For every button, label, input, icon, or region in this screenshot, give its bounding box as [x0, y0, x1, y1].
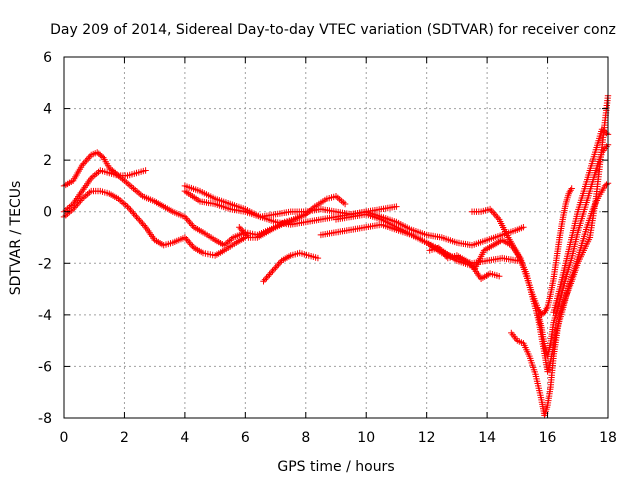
data-point: [393, 203, 400, 210]
series-track-7: [260, 249, 322, 285]
series-track-2: [60, 167, 149, 215]
data-point: [98, 153, 105, 160]
x-tick-label: 4: [180, 430, 189, 446]
x-tick-label: 6: [241, 430, 250, 446]
series-track-9: [332, 211, 503, 282]
axis-ticks: [63, 56, 609, 419]
y-tick-label: -2: [38, 256, 52, 272]
grid: [64, 57, 608, 418]
x-tick-label: 10: [357, 430, 375, 446]
x-tick-label: 8: [301, 430, 310, 446]
series-track-10: [426, 185, 575, 319]
y-tick-label: 6: [43, 50, 52, 66]
x-tick-label: 14: [478, 430, 496, 446]
data-point: [603, 181, 610, 188]
x-tick-label: 18: [599, 430, 617, 446]
data-point: [520, 224, 527, 231]
x-tick-label: 2: [120, 430, 129, 446]
x-tick-label: 12: [418, 430, 436, 446]
y-axis-label: SDTVAR / TECUs: [8, 181, 24, 296]
data-point: [496, 273, 503, 280]
x-tick-label: 0: [60, 430, 69, 446]
x-tick-label: 16: [539, 430, 557, 446]
data-point: [314, 254, 322, 262]
y-tick-label: 4: [43, 102, 52, 118]
y-tick-label: -6: [38, 359, 52, 375]
series-track-11: [468, 180, 612, 375]
series-track-6: [236, 193, 349, 241]
data-point: [142, 167, 149, 174]
tick-labels: 0 2 4 6 8 10 12 14 16 18 -8 -6 -4 -2 0 2 4 6: [38, 50, 617, 446]
data-point: [341, 200, 349, 208]
y-tick-label: -8: [38, 411, 52, 427]
series-track-3: [60, 187, 249, 259]
y-tick-label: 0: [43, 205, 52, 221]
x-axis-label: GPS time / hours: [277, 459, 394, 475]
data-point: [603, 129, 610, 137]
plot-frame: [63, 56, 609, 419]
data-series: [60, 92, 612, 419]
y-tick-label: 2: [43, 153, 52, 169]
y-tick-label: -4: [38, 308, 52, 324]
series-track-14: [550, 126, 612, 316]
data-point: [568, 185, 575, 192]
chart-title: Day 209 of 2014, Sidereal Day-to-day VTE…: [50, 22, 616, 38]
series-track-8: [317, 221, 521, 267]
